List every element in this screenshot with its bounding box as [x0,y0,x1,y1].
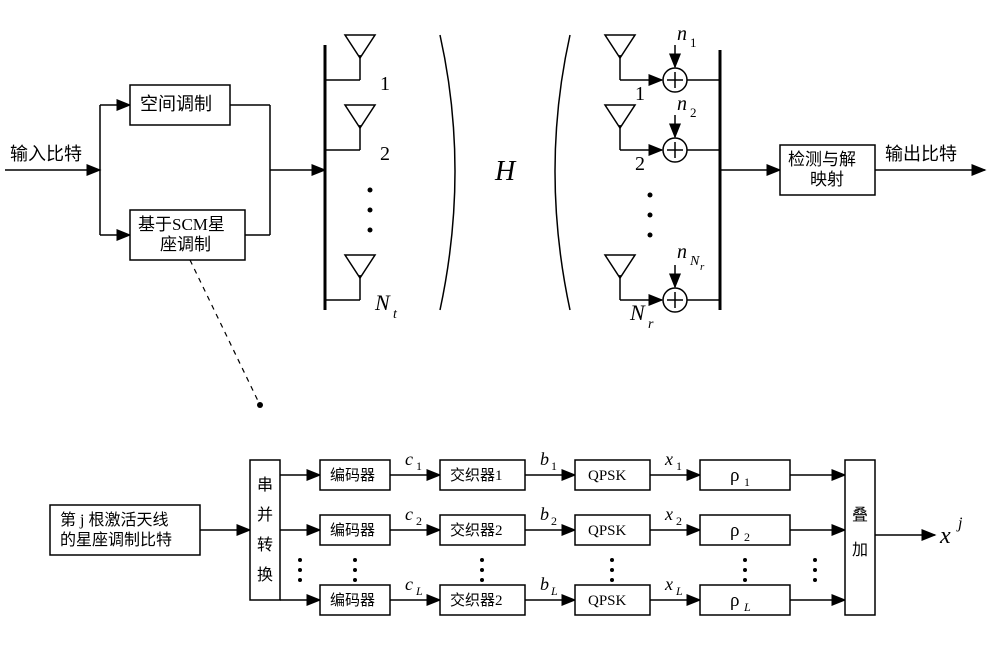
sum-box [845,460,875,615]
svg-text:叠: 叠 [852,506,868,524]
tx-dot [368,228,373,233]
svg-text:2: 2 [676,514,682,528]
svg-text:编码器: 编码器 [330,467,375,484]
rx-dot [648,233,653,238]
svg-text:换: 换 [257,566,273,584]
svg-text:并: 并 [257,506,273,524]
svg-text:x: x [664,504,673,524]
rx-1: 1 n 1 [605,23,720,105]
scm-dashed-link [190,260,260,405]
branch-2: 编码器 c 2 交织器2 b 2 QPSK x 2 ρ 2 [280,504,845,545]
svg-text:ρ: ρ [730,590,739,611]
tx-antenna-2: 2 [325,105,390,165]
bottom-src-1: 第 j 根激活天线 [60,511,168,529]
svg-text:1: 1 [635,83,645,105]
rx-dot [648,193,653,198]
svg-text:x: x [664,449,673,469]
rx-dot [648,213,653,218]
svg-text:2: 2 [551,514,557,528]
svg-text:1: 1 [551,459,557,473]
detect-text-1: 检测与解 [788,150,856,169]
tx-antenna-1: 1 [325,35,390,95]
svg-text:2: 2 [380,143,390,165]
svg-text:ρ: ρ [730,465,739,486]
svg-text:QPSK: QPSK [588,593,627,609]
dash-end-dot [257,402,263,408]
bottom-src-2: 的星座调制比特 [60,531,172,549]
svg-text:n: n [677,241,687,263]
svg-text:r: r [700,261,705,273]
svg-text:L: L [743,600,751,614]
svg-text:L: L [675,584,683,598]
svg-text:b: b [540,449,549,469]
svg-text:2: 2 [744,530,750,544]
svg-text:N: N [374,290,391,315]
svg-text:2: 2 [416,514,422,528]
rx-2: 2 n 2 [605,93,720,175]
svg-text:转: 转 [257,536,273,554]
svg-text:编码器: 编码器 [330,522,375,539]
branch-1: 编码器 c 1 交织器1 b 1 QPSK x 1 ρ 1 [280,449,845,490]
svg-text:n: n [677,23,687,45]
svg-text:N: N [689,254,700,269]
svg-text:1: 1 [416,459,422,473]
scm-text-1: 基于SCM星 [138,215,225,234]
svg-text:ρ: ρ [730,520,739,541]
svg-text:交织器2: 交织器2 [450,521,503,539]
svg-text:b: b [540,504,549,524]
svg-text:加: 加 [852,541,868,559]
svg-text:r: r [648,317,654,332]
svg-text:2: 2 [635,153,645,175]
branch-dots [298,558,817,582]
rx-N: N r n N r [605,241,720,332]
svg-text:QPSK: QPSK [588,468,627,484]
svg-text:编码器: 编码器 [330,592,375,609]
channel-H: H [494,156,517,187]
svg-text:串: 串 [257,476,273,494]
channel-right [555,35,570,310]
svg-text:c: c [405,574,413,594]
input-bits-label: 输入比特 [10,144,82,164]
scm-text-2: 座调制 [160,235,211,254]
tx-dot [368,208,373,213]
svg-text:2: 2 [690,105,697,120]
out-x-sup: j [956,515,963,532]
svg-text:交织器2: 交织器2 [450,591,503,609]
svg-text:QPSK: QPSK [588,523,627,539]
svg-text:L: L [550,584,558,598]
tx-dot [368,188,373,193]
svg-text:c: c [405,504,413,524]
spatial-mod-text: 空间调制 [140,94,212,114]
svg-text:1: 1 [690,35,697,50]
svg-text:t: t [393,307,398,322]
tx-antenna-N: N t [325,255,398,322]
svg-text:1: 1 [380,73,390,95]
channel-left [440,35,455,310]
svg-text:L: L [415,584,423,598]
out-x: x [939,523,951,549]
detect-text-2: 映射 [810,170,844,189]
svg-text:交织器1: 交织器1 [450,466,503,484]
output-label: 输出比特 [885,144,957,164]
svg-text:n: n [677,93,687,115]
svg-text:x: x [664,574,673,594]
svg-text:1: 1 [676,459,682,473]
svg-text:b: b [540,574,549,594]
svg-text:c: c [405,449,413,469]
svg-text:N: N [629,300,646,325]
branch-L: 编码器 c L 交织器2 b L QPSK x L ρ L [280,574,845,615]
svg-text:1: 1 [744,475,750,489]
